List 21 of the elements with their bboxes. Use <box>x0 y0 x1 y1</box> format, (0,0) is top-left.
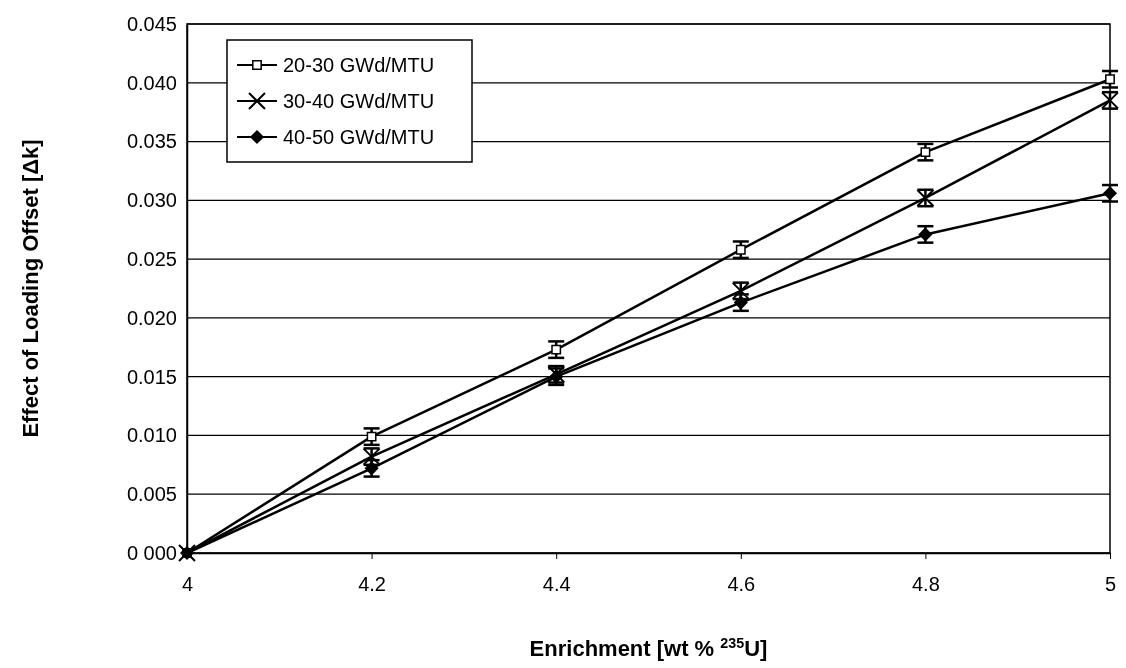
x-tick-label: 4 <box>181 573 194 596</box>
x-tick-label: 4.2 <box>358 573 387 596</box>
x-axis-title: Enrichment [wt % $^{235}$U] <box>529 635 768 661</box>
y-tick-label: 0.045 <box>126 12 177 35</box>
legend-label: 40-50 GWd/MTU <box>283 126 435 148</box>
x-tick-label: 4.4 <box>542 573 571 596</box>
x-tick-label: 4.6 <box>727 573 756 596</box>
x-tick-label: 4.8 <box>911 573 940 596</box>
y-tick-label: 0.025 <box>126 248 177 271</box>
y-tick-label: 0 000 <box>126 541 177 564</box>
y-tick-label: 0.030 <box>126 189 177 212</box>
y-tick-label: 0.010 <box>126 424 177 447</box>
y-tick-label: 0.005 <box>126 483 177 506</box>
y-tick-label: 0.040 <box>126 71 177 94</box>
y-tick-label: 0.015 <box>126 365 177 388</box>
y-tick-label: 0.035 <box>126 130 177 153</box>
y-axis-title: Effect of Loading Offset [Δk] <box>18 139 43 438</box>
y-tick-label: 0.020 <box>126 306 177 329</box>
x-tick-label: 5 <box>1104 573 1117 596</box>
legend-label: 30-40 GWd/MTU <box>283 90 435 112</box>
legend-label: 20-30 GWd/MTU <box>283 54 435 76</box>
